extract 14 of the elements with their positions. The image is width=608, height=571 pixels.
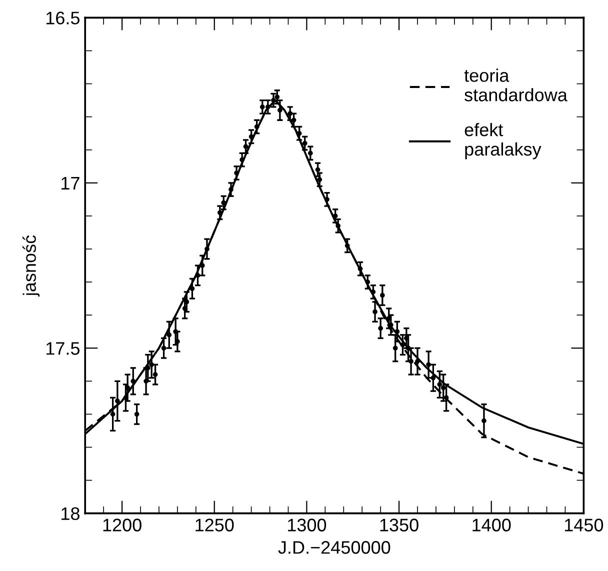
- y-tick-label: 16.5: [46, 12, 80, 24]
- x-tick-label: 1250: [196, 518, 234, 532]
- legend-label: efekt paralaksy: [464, 122, 542, 160]
- x-tick-label: 1400: [472, 518, 511, 532]
- x-axis-title: J.D.−2450000: [278, 541, 390, 554]
- x-tick-label: 1350: [380, 518, 418, 532]
- y-tick-label: 18: [62, 507, 80, 520]
- y-tick-label: 17.5: [46, 342, 80, 355]
- x-tick-label: 1200: [103, 518, 142, 532]
- y-tick-label: 17: [62, 177, 80, 190]
- y-axis-title: jasność: [22, 235, 40, 297]
- x-tick-label: 1450: [564, 518, 604, 532]
- legend-label: teoria standardowa: [464, 68, 568, 102]
- x-tick-label: 1300: [288, 518, 326, 532]
